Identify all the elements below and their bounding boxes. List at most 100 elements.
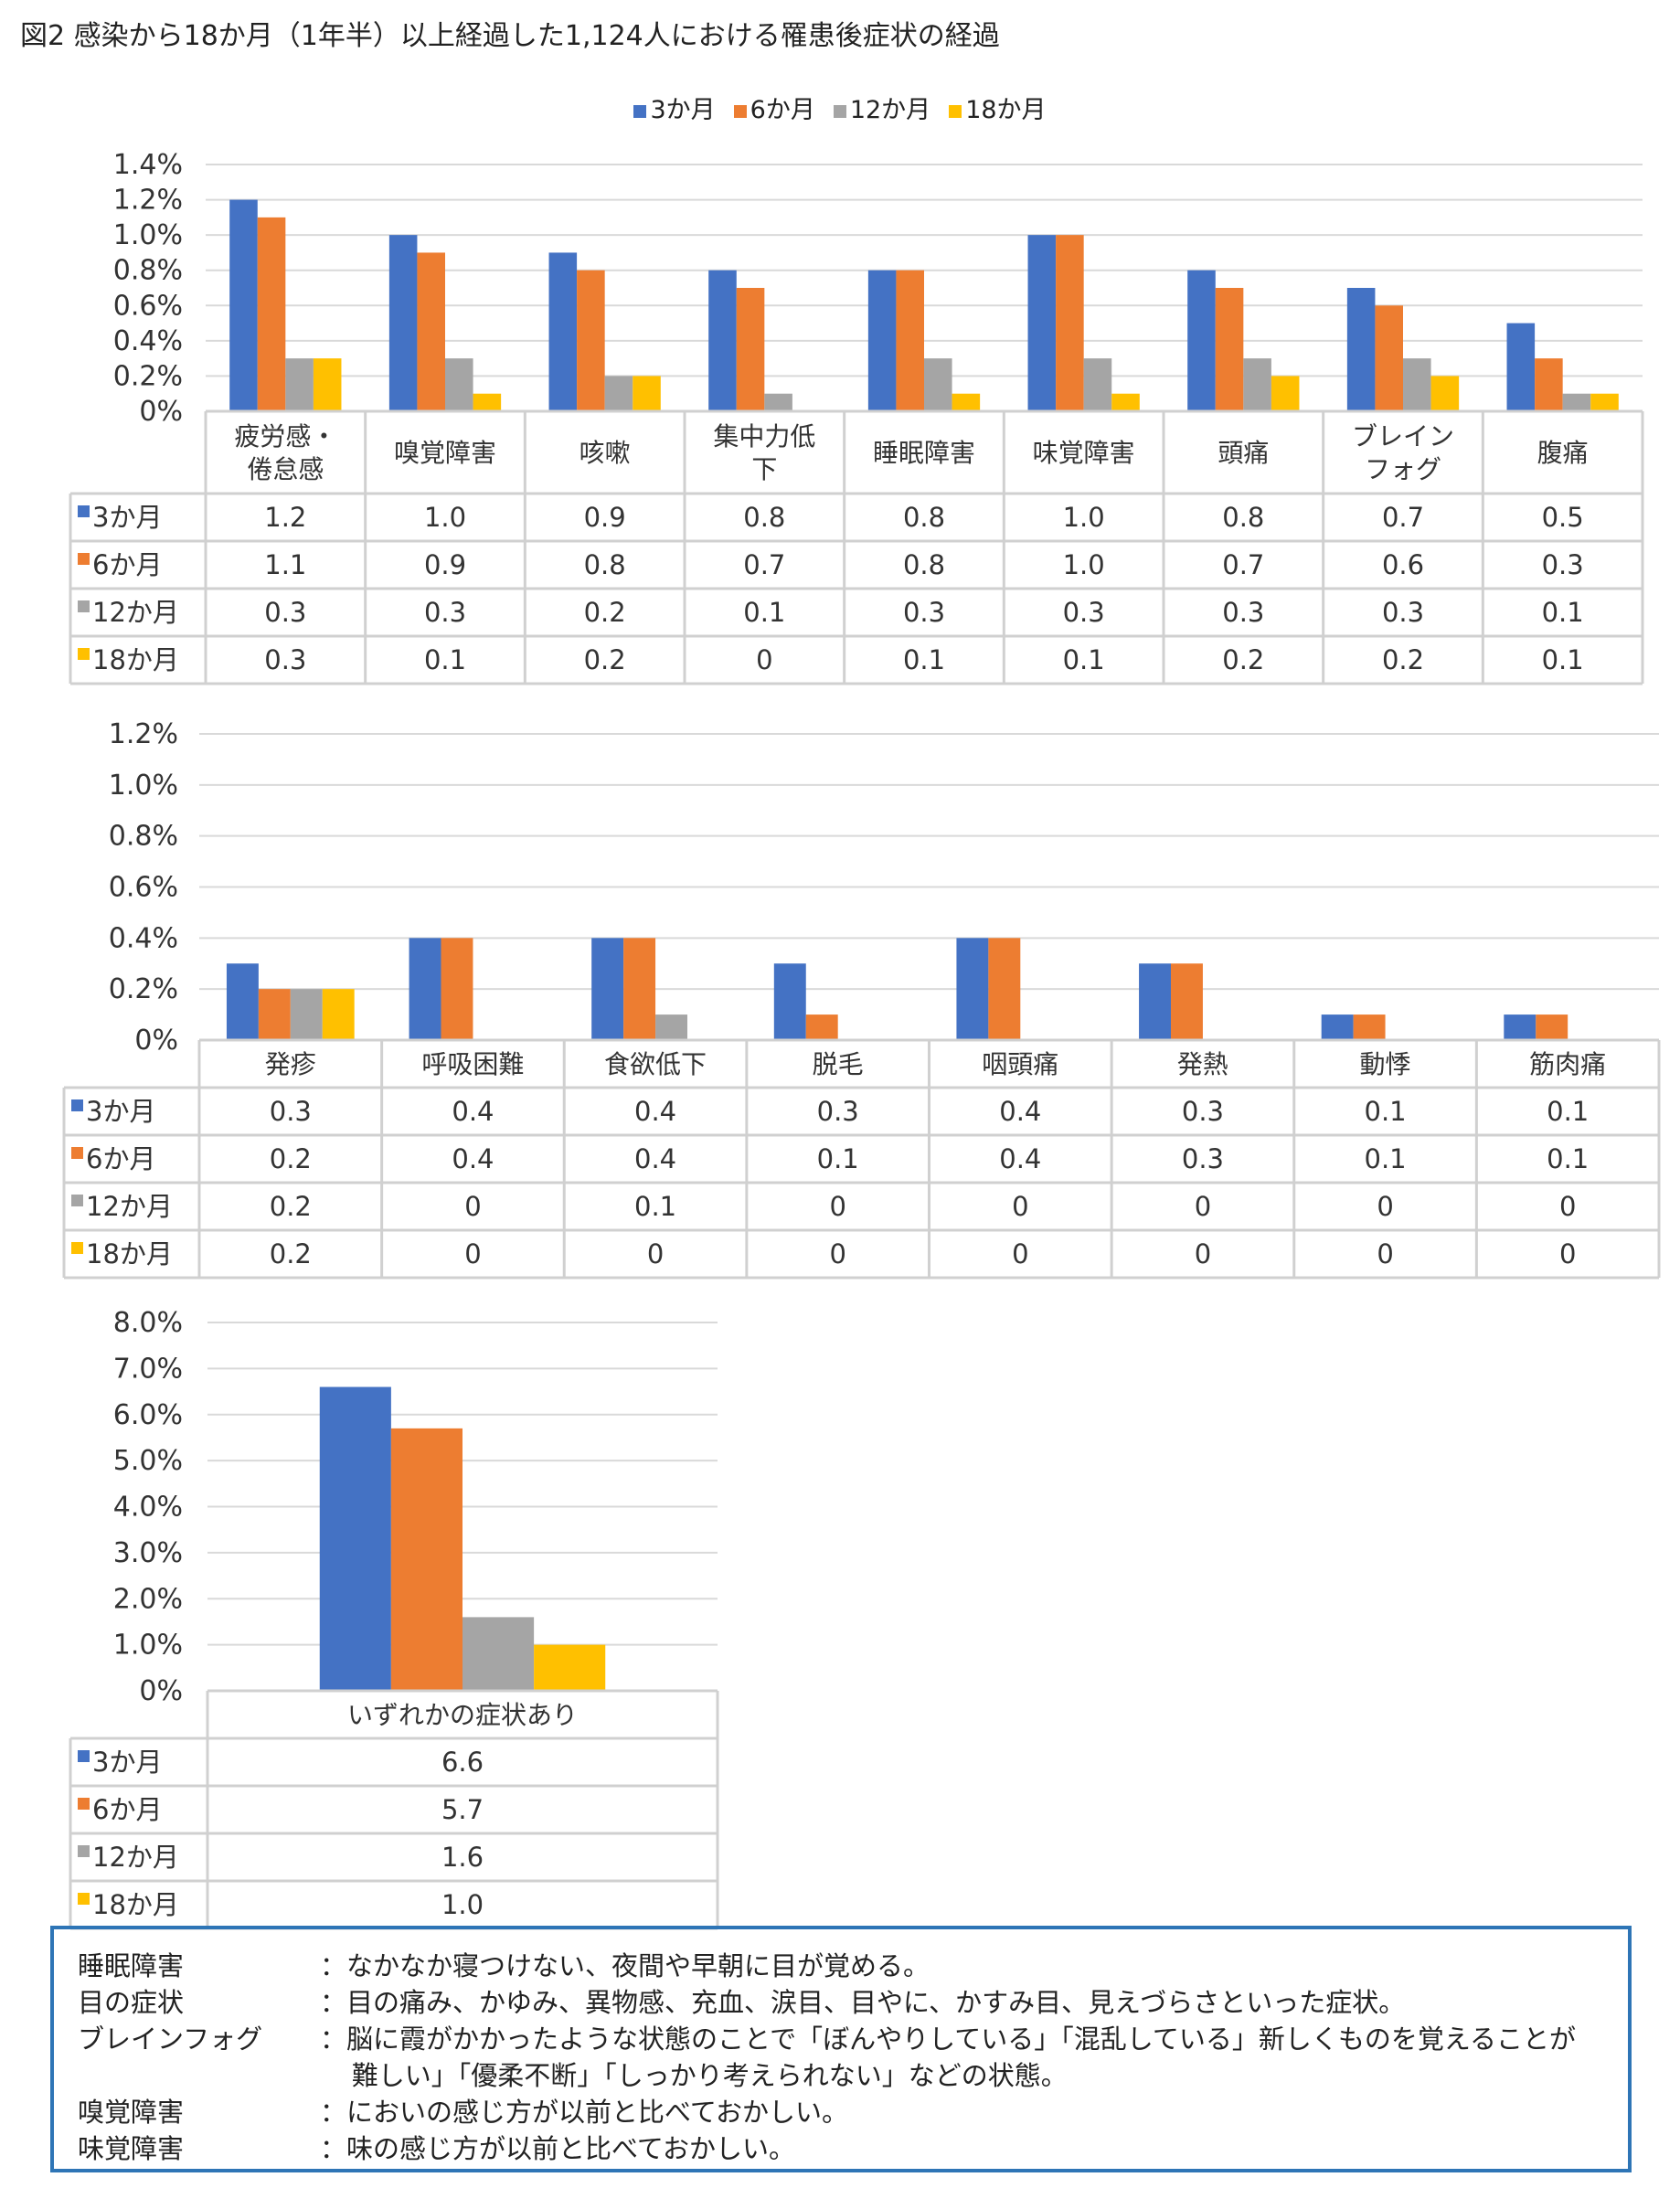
y-tick-label: 0% xyxy=(139,1675,183,1707)
bar xyxy=(591,938,624,1040)
bar xyxy=(633,376,661,411)
bar xyxy=(577,270,605,411)
bar xyxy=(956,938,989,1040)
y-tick-label: 1.4% xyxy=(113,149,183,181)
legend-swatch xyxy=(949,104,962,118)
table-value: 0.3 xyxy=(264,644,306,675)
table-value: 0.4 xyxy=(452,1143,494,1174)
table-value: 0 xyxy=(1012,1238,1028,1269)
y-tick-label: 4.0% xyxy=(113,1492,183,1524)
y-tick-label: 1.0% xyxy=(109,770,178,802)
category-label: 倦怠感 xyxy=(247,454,324,484)
y-tick-label: 1.2% xyxy=(113,185,183,217)
table-value: 0.1 xyxy=(1365,1143,1407,1174)
definition-text: ：味の感じ方が以前と比べておかしい。 xyxy=(320,2133,795,2164)
definition-term: 睡眠障害 xyxy=(78,1950,185,1981)
definition-term: 目の症状 xyxy=(78,1987,185,2018)
table-value: 0 xyxy=(1559,1238,1576,1269)
bar xyxy=(1375,305,1403,411)
table-value: 0.1 xyxy=(743,597,785,628)
bar xyxy=(1321,1014,1354,1040)
table-value: 0.9 xyxy=(584,502,626,533)
bar xyxy=(1083,358,1112,411)
category-label: 睡眠障害 xyxy=(873,438,975,468)
table-value: 0.3 xyxy=(424,597,466,628)
row-legend-swatch xyxy=(71,1147,83,1159)
y-tick-label: 1.0% xyxy=(113,1630,183,1662)
table-value: 0.1 xyxy=(634,1191,676,1222)
y-tick-label: 0.6% xyxy=(113,290,183,322)
table-value: 0.8 xyxy=(584,549,626,580)
chart-any-symptom: 8.0% 7.0% 6.0% 5.0% 4.0% 3.0% 2.0% 1.0% 0% いずれかの症… xyxy=(69,1307,719,1930)
table-value: 0.3 xyxy=(1542,549,1584,580)
bar xyxy=(1027,235,1057,411)
chart-legend: 3か月 6か月 12か月 18か月 xyxy=(0,90,1680,125)
table-value: 0.3 xyxy=(817,1096,859,1127)
table-value: 1.0 xyxy=(424,502,466,533)
bar xyxy=(285,358,314,411)
table-value: 0.2 xyxy=(1222,644,1264,675)
table-value: 0.2 xyxy=(270,1143,312,1174)
row-legend-swatch xyxy=(78,1893,90,1905)
bar xyxy=(388,235,418,411)
row-header-label: 18か月 xyxy=(86,1238,173,1269)
legend-label: 6か月 xyxy=(750,96,815,124)
legend-label: 3か月 xyxy=(650,96,716,124)
bar xyxy=(322,989,355,1040)
bar xyxy=(1139,963,1172,1040)
row-legend-swatch xyxy=(71,1242,83,1254)
table-value: 0.3 xyxy=(903,597,945,628)
bar xyxy=(417,252,445,411)
legend-swatch xyxy=(633,104,647,118)
category-label: 筋肉痛 xyxy=(1529,1049,1606,1079)
table-value: 0.5 xyxy=(1542,502,1584,533)
bar xyxy=(708,270,737,411)
bar xyxy=(226,963,259,1040)
bar xyxy=(655,1014,687,1040)
bar xyxy=(1346,288,1376,411)
table-value: 0.7 xyxy=(1382,502,1424,533)
definition-row: ブレインフォグ ：脳に霞がかかったような状態のことで「ぼんやりしている」「混乱して… xyxy=(78,2021,1628,2094)
table-value: 0.4 xyxy=(634,1143,676,1174)
bar xyxy=(313,358,342,411)
row-legend-swatch xyxy=(71,1195,83,1206)
table-value: 0.1 xyxy=(817,1143,859,1174)
bar xyxy=(1535,358,1563,411)
table-value: 0.1 xyxy=(1542,597,1584,628)
table-value: 0.2 xyxy=(584,597,626,628)
bar xyxy=(896,270,924,411)
chart-symptoms-2: 1.2% 1.0% 0.8% 0.6% 0.4% 0.2% 0% 発疹 呼吸困難 食欲低下 脱毛 咽頭… xyxy=(62,718,1661,1280)
bar xyxy=(805,1014,838,1040)
table-value: 1.0 xyxy=(441,1889,484,1920)
definition-row: 睡眠障害 ：なかなか寝つけない、夜間や早朝に目が覚める。 xyxy=(78,1948,1628,1984)
category-label: 集中力低 xyxy=(713,421,815,451)
bar xyxy=(1590,393,1619,411)
table-value: 0.8 xyxy=(743,502,785,533)
category-label: 咳嗽 xyxy=(579,438,631,468)
table-value: 0.4 xyxy=(999,1096,1041,1127)
table-value: 5.7 xyxy=(441,1794,484,1825)
bar xyxy=(1353,1014,1386,1040)
table-value: 0.4 xyxy=(999,1143,1041,1174)
y-tick-label: 2.0% xyxy=(113,1583,183,1615)
row-legend-swatch xyxy=(78,648,90,660)
table-value: 0.2 xyxy=(270,1238,312,1269)
table-value: 0.3 xyxy=(1222,597,1264,628)
table-value: 1.6 xyxy=(441,1842,484,1873)
category-label: 呼吸困難 xyxy=(421,1049,524,1079)
table-value: 0.1 xyxy=(1542,644,1584,675)
y-tick-label: 0.4% xyxy=(113,325,183,357)
definition-row: 味覚障害 ：味の感じ方が以前と比べておかしい。 xyxy=(78,2130,1628,2167)
table-value: 1.0 xyxy=(1063,502,1105,533)
bar xyxy=(473,393,502,411)
definition-text: ：においの感じ方が以前と比べておかしい。 xyxy=(320,2097,848,2128)
row-header-label: 6か月 xyxy=(92,549,162,580)
bar xyxy=(1171,963,1203,1040)
category-label: 下 xyxy=(751,454,777,484)
row-header-label: 6か月 xyxy=(86,1143,155,1174)
table-value: 0.2 xyxy=(270,1191,312,1222)
bar xyxy=(257,217,286,411)
table-value: 0.3 xyxy=(1063,597,1105,628)
y-tick-label: 7.0% xyxy=(113,1353,183,1385)
row-legend-swatch xyxy=(78,1798,90,1810)
